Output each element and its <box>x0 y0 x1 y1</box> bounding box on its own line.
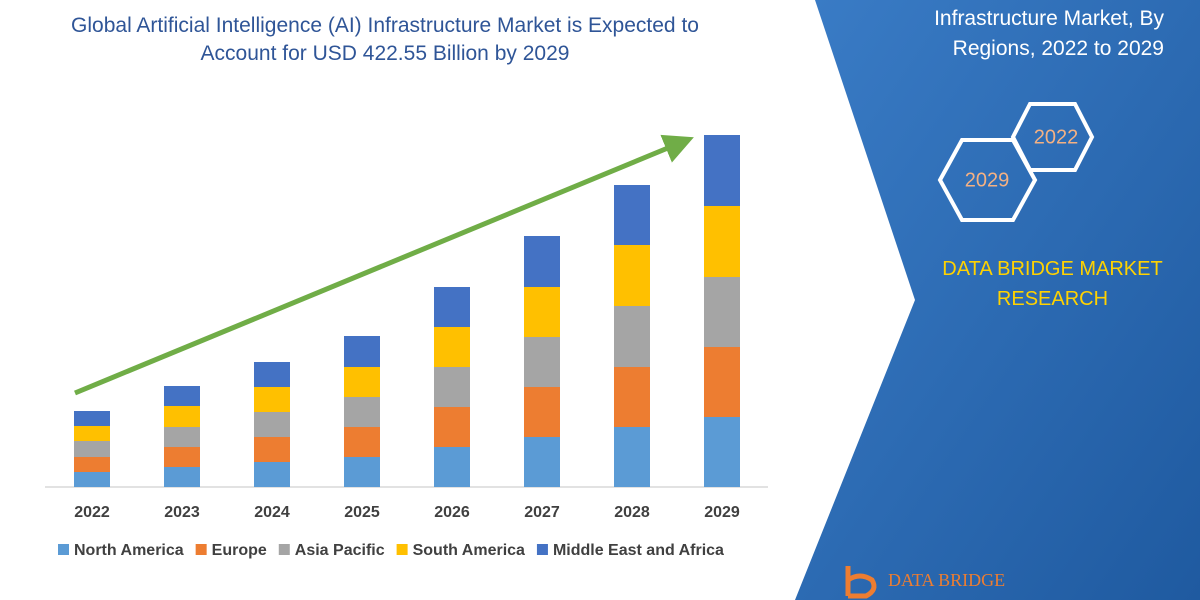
bar-segment <box>704 417 740 487</box>
bar-segment <box>74 472 110 487</box>
bar-segment <box>704 347 740 417</box>
bar-segment <box>614 306 650 367</box>
bar-segment <box>614 185 650 245</box>
bar-segment <box>254 387 290 412</box>
legend-swatch <box>396 544 408 555</box>
legend-label: South America <box>413 542 525 559</box>
x-tick-label: 2022 <box>74 504 110 521</box>
bar-segment <box>524 387 560 437</box>
bar-segment <box>524 337 560 387</box>
x-tick-label: 2025 <box>344 504 380 521</box>
legend-swatch <box>536 544 548 555</box>
x-tick-label: 2027 <box>524 504 560 521</box>
brand-line: RESEARCH <box>996 288 1109 310</box>
brand-line: DATA BRIDGE MARKET <box>942 258 1163 280</box>
x-tick-label: 2023 <box>164 504 200 521</box>
bar-segment <box>164 447 200 467</box>
bar-segment <box>254 437 290 462</box>
legend-label: Asia Pacific <box>295 542 385 559</box>
bar-segment <box>74 441 110 457</box>
bar-segment <box>164 386 200 406</box>
logo-icon <box>845 566 877 599</box>
side-heading-line: Regions, 2022 to 2029 <box>952 37 1164 60</box>
hexagon-label: 2029 <box>965 169 1010 191</box>
legend-swatch <box>278 544 290 555</box>
legend-swatch <box>195 544 207 555</box>
bar-segment <box>344 367 380 397</box>
bar-segment <box>614 245 650 306</box>
bar-segment <box>164 406 200 427</box>
bar-segment <box>254 412 290 437</box>
bar-segment <box>74 426 110 441</box>
bar-segment <box>524 236 560 287</box>
x-tick-label: 2028 <box>614 504 650 521</box>
hexagon-label: 2022 <box>1034 126 1079 148</box>
bar-segment <box>524 287 560 337</box>
bar-segment <box>434 327 470 367</box>
bar-segment <box>704 206 740 277</box>
brand: DATA BRIDGE MARKET RESEARCH <box>920 254 1185 314</box>
bar-segment <box>344 397 380 427</box>
bar-segment <box>704 277 740 347</box>
bar-segment <box>254 362 290 387</box>
x-tick-label: 2024 <box>254 504 290 521</box>
legend-swatch <box>58 544 69 555</box>
bar-segment <box>164 427 200 447</box>
trend-arrow <box>74 134 694 396</box>
chart-title: Global Artificial Intelligence (AI) Infr… <box>71 14 699 65</box>
bar-segment <box>434 367 470 407</box>
bar-segment <box>704 135 740 206</box>
side-heading: Infrastructure Market, By Regions, 2022 … <box>864 4 1164 64</box>
bar-segment <box>164 467 200 487</box>
bar-segment <box>74 457 110 472</box>
bar-segment <box>74 411 110 426</box>
x-tick-label: 2029 <box>704 504 740 521</box>
legend-label: Middle East and Africa <box>553 542 724 559</box>
bar-segment <box>434 447 470 487</box>
bar-segment <box>344 457 380 487</box>
bar-segment <box>614 427 650 487</box>
side-panel-bg <box>795 0 1200 600</box>
bar-segment <box>434 287 470 327</box>
bar-segment <box>344 336 380 367</box>
x-tick-label: 2026 <box>434 504 470 521</box>
bar-segment <box>524 437 560 487</box>
bar-segment <box>614 367 650 427</box>
legend-label: North America <box>74 542 184 559</box>
side-heading-line: Infrastructure Market, By <box>934 7 1164 30</box>
legend-label: Europe <box>212 542 267 559</box>
bar-segment <box>344 427 380 457</box>
logo-text: DATA BRIDGE <box>888 570 1005 590</box>
bar-segment <box>254 462 290 487</box>
hexagon <box>1010 102 1095 172</box>
bar-segment <box>434 407 470 447</box>
hexagon <box>937 138 1038 222</box>
